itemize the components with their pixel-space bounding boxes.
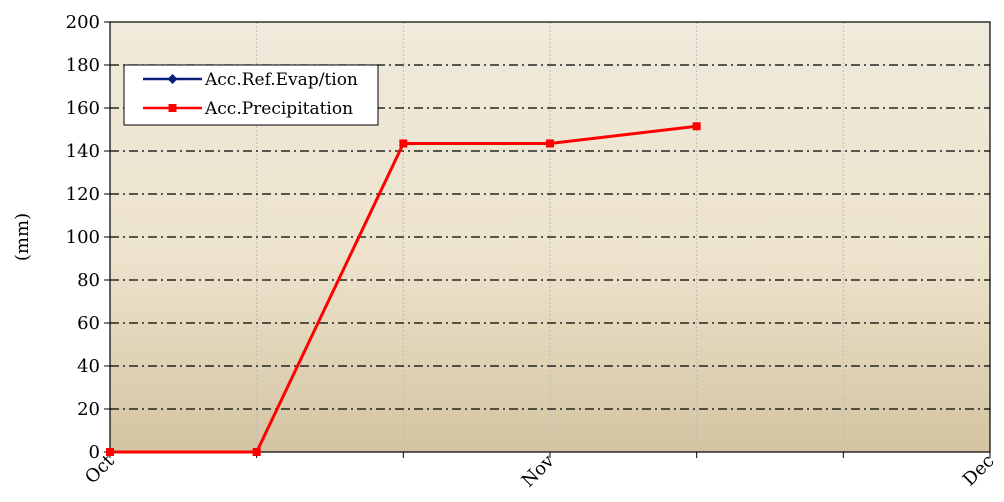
- legend-marker-precip: [168, 104, 177, 112]
- legend-label-evap: Acc.Ref.Evap/tion: [204, 70, 358, 90]
- legend-label-precip: Acc.Precipitation: [204, 99, 353, 119]
- y-tick-label: 120: [66, 184, 100, 205]
- series-point: [546, 139, 554, 148]
- series-point: [692, 122, 701, 131]
- y-tick-label: 100: [66, 227, 100, 248]
- x-tick-label: Nov: [518, 450, 559, 491]
- series-layer: [106, 122, 701, 456]
- y-tick-label: 80: [77, 270, 100, 291]
- y-tick-label: 0: [89, 442, 100, 463]
- legend: Acc.Ref.Evap/tion Acc.Precipitation: [123, 64, 379, 126]
- y-axis-label: (mm): [12, 213, 33, 261]
- y-tick-label: 180: [66, 55, 100, 76]
- series-point: [399, 139, 408, 148]
- y-tick-label: 140: [66, 141, 100, 162]
- y-tick-label: 20: [77, 399, 100, 420]
- legend-box: [123, 64, 379, 126]
- y-tick-label: 160: [66, 98, 100, 119]
- y-tick-label: 200: [66, 12, 100, 33]
- legend-marker-evap: [167, 74, 178, 84]
- series-point: [252, 448, 261, 456]
- y-tick-label: 40: [77, 356, 100, 377]
- x-tick-label: Dec: [959, 451, 999, 491]
- series-point: [106, 448, 114, 456]
- y-tick-label: 60: [77, 313, 100, 334]
